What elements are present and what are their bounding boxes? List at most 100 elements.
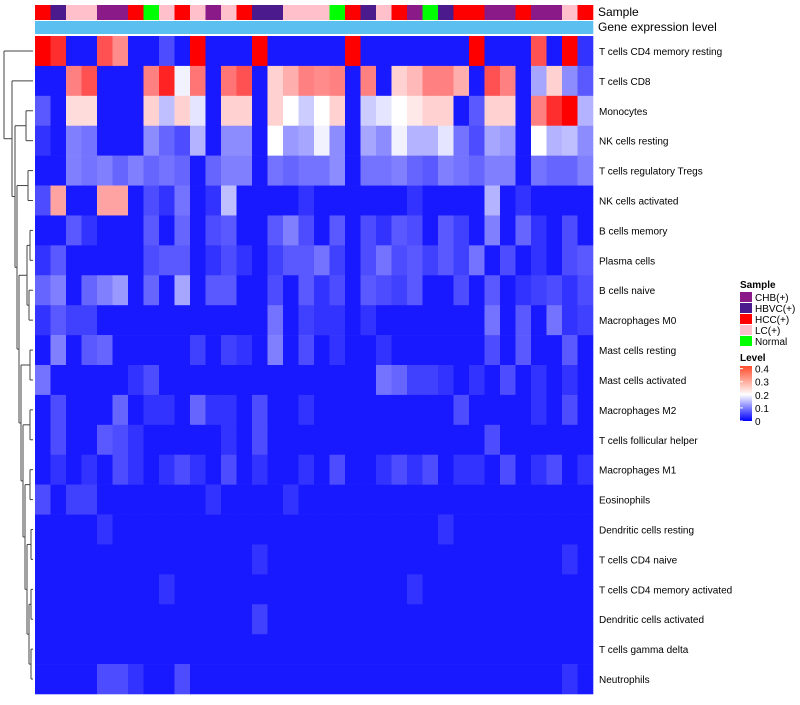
heatmap-cell [453,514,470,545]
heatmap-cell [329,454,346,485]
heatmap-cell [205,394,222,426]
heatmap-cell [500,275,516,306]
heatmap-cell [283,365,299,396]
heatmap-cell [376,95,392,127]
heatmap-cell [174,634,191,665]
heatmap-cell [66,664,82,695]
heatmap-cell [221,95,237,127]
heatmap-cell [221,634,237,665]
heatmap-cell [252,125,268,156]
heatmap-cell [314,664,330,695]
heatmap-cell [81,634,98,665]
heatmap-cell [97,514,113,545]
heatmap-cell [546,664,563,695]
heatmap-cell [469,305,485,336]
heatmap-cell [236,215,253,246]
heatmap-cell [562,215,578,246]
heatmap-cell [453,125,470,156]
heatmap-cell [484,305,501,336]
heatmap-cell [422,335,439,366]
heatmap-cell [221,155,237,186]
heatmap-cell [174,185,191,216]
heatmap-cell [35,125,51,156]
heatmap-cell [422,275,439,306]
heatmap-cell [438,335,454,366]
heatmap-cell [128,604,144,635]
heatmap-cell [360,335,377,366]
heatmap-cell [81,275,98,306]
heatmap-cell [112,484,129,515]
heatmap-cell [562,604,578,635]
heatmap-cell [314,604,330,635]
heatmap-cell [407,484,423,515]
heatmap-cell [112,424,129,456]
heatmap-cell [221,275,237,306]
heatmap-cell [112,36,129,67]
heatmap-cell [236,65,253,97]
heatmap-cell [50,365,67,396]
heatmap-cell [577,544,594,575]
heatmap-cell [469,125,485,156]
heatmap-cell [360,454,377,485]
heatmap-cell [298,335,315,366]
annotation-label-expression: Gene expression level [598,20,717,34]
heatmap-cell [50,95,67,127]
heatmap-cell [35,544,51,575]
heatmap-cell [453,185,470,216]
heatmap-cell [438,394,454,426]
heatmap-cell [531,65,547,97]
heatmap-cell [190,664,206,695]
sample-annotation-cell [221,5,237,20]
sample-annotation-bar [35,5,594,20]
heatmap-cell [252,65,268,97]
heatmap-cell [391,275,408,306]
heatmap-cell [438,245,454,276]
heatmap-cell [50,544,67,575]
heatmap-cell [50,215,67,246]
heatmap-cell [438,514,454,545]
heatmap-cell [329,36,346,67]
heatmap-cell [267,125,284,156]
legend-sample-swatch [740,303,752,313]
heatmap-cell [128,245,144,276]
heatmap-cell [267,65,284,97]
heatmap-cell [438,604,454,635]
row-label: B cells naive [599,286,656,297]
heatmap-cell [500,454,516,485]
heatmap-cell [360,634,377,665]
heatmap-cell [128,125,144,156]
sample-annotation-cell [562,5,578,20]
expression-annotation-cell [252,21,268,34]
heatmap-cell [391,335,408,366]
heatmap-cell [546,634,563,665]
expression-annotation-cell [438,21,454,34]
heatmap-cell [190,574,206,605]
heatmap-cell [515,65,532,97]
heatmap-cell [143,544,160,575]
heatmap-cell [469,394,485,426]
heatmap-cell [329,215,346,246]
heatmap-cell [112,365,129,396]
heatmap-cell [546,454,563,485]
heatmap-cell [190,36,206,67]
heatmap-cell [500,245,516,276]
heatmap-cell [221,514,237,545]
heatmap-cell [50,335,67,366]
heatmap-cell [577,634,594,665]
heatmap-cell [205,634,222,665]
heatmap-cell [562,664,578,695]
heatmap-cell [345,36,361,67]
heatmap-cell [128,275,144,306]
heatmap-cell [283,36,299,67]
heatmap-cell [515,604,532,635]
heatmap-cell [314,365,330,396]
heatmap-cell [376,664,392,695]
heatmap-cell [422,604,439,635]
heatmap-cell [376,634,392,665]
heatmap-cell [143,125,160,156]
sample-annotation-cell [391,5,408,20]
sample-annotation-cell [174,5,191,20]
heatmap-cell [283,275,299,306]
heatmap-cell [283,604,299,635]
sample-annotation-cell [50,5,67,20]
